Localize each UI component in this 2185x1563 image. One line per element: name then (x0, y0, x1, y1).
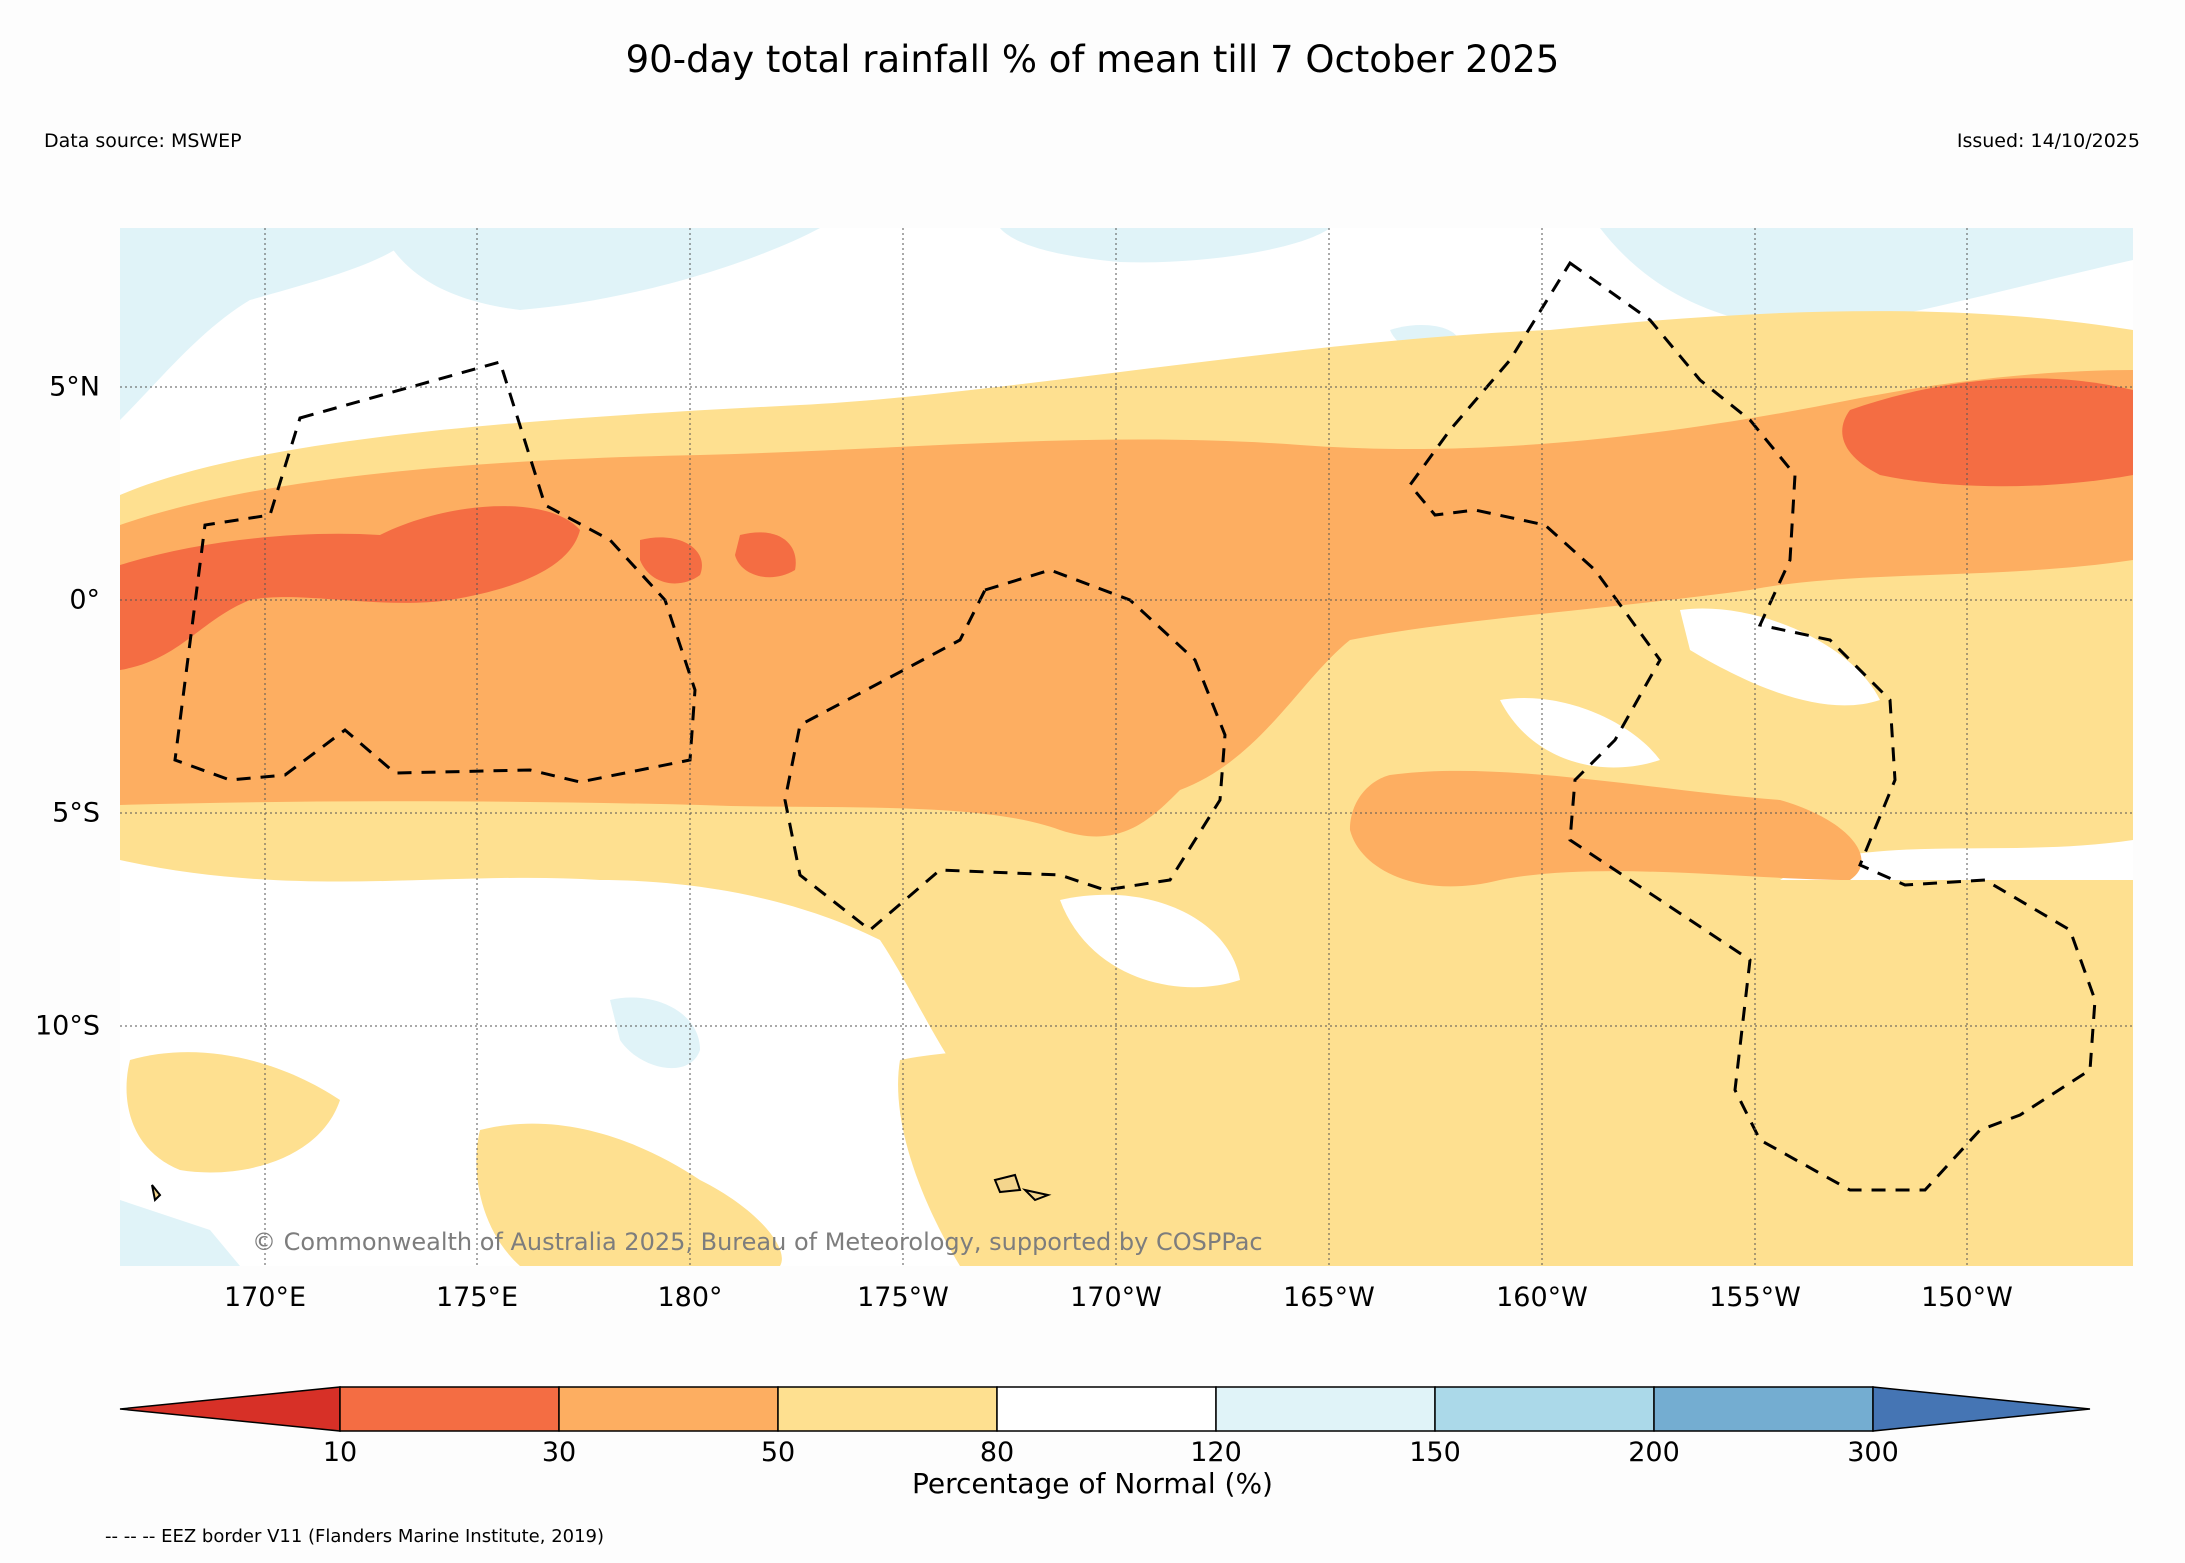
eez-borders (173, 260, 2097, 1192)
lat-label-5n: 5°N (49, 371, 100, 403)
colorbar-120-150 (1215, 1386, 1436, 1432)
lon-label-175w: 175°W (857, 1282, 949, 1313)
lon-label-160w: 160°W (1496, 1282, 1588, 1313)
data-source: Data source: MSWEP (44, 130, 242, 152)
lon-label-165w: 165°W (1283, 1282, 1375, 1313)
lat-label-5s: 5°S (52, 797, 100, 829)
map-field (120, 228, 2133, 1266)
eez-legend-note: -- -- -- EEZ border V11 (Flanders Marine… (105, 1526, 605, 1547)
colorbar-30-50 (558, 1386, 779, 1432)
issued-date: Issued: 14/10/2025 (1956, 130, 2140, 152)
colorbar-tick: 80 (979, 1437, 1015, 1468)
colorbar-tick: 150 (1409, 1437, 1461, 1468)
wet-area-north (120, 228, 420, 420)
copyright-notice: © Commonwealth of Australia 2025, Bureau… (252, 1228, 1263, 1256)
colorbar-50-80 (777, 1386, 998, 1432)
colorbar (119, 1386, 2091, 1432)
lon-label-170e: 170°E (223, 1282, 307, 1313)
lon-label-150w: 150°W (1921, 1282, 2013, 1313)
dry-band-orange (120, 370, 2133, 837)
colorbar-tick: 10 (322, 1437, 358, 1468)
colorbar-150-200 (1434, 1386, 1655, 1432)
colorbar-high-arrow (1872, 1386, 2091, 1432)
lat-label-0: 0° (69, 584, 100, 616)
lon-label-180: 180° (657, 1282, 723, 1313)
map-title: 90-day total rainfall % of mean till 7 O… (625, 38, 1560, 81)
colorbar-low-arrow (119, 1386, 341, 1432)
colorbar-tick: 300 (1847, 1437, 1899, 1468)
very-dry-west (120, 506, 580, 670)
colorbar-tick: 120 (1190, 1437, 1242, 1468)
colorbar-tick: 30 (541, 1437, 577, 1468)
colorbar-tick: 200 (1628, 1437, 1680, 1468)
very-dry-east (1842, 378, 2133, 487)
colorbar-200-300 (1653, 1386, 1874, 1432)
lon-label-155w: 155°W (1709, 1282, 1801, 1313)
colorbar-80-120 (996, 1386, 1217, 1432)
colorbar-tick: 50 (760, 1437, 796, 1468)
colorbar-label: Percentage of Normal (%) (912, 1467, 1273, 1500)
islands (151, 1173, 1052, 1203)
colorbar-10-30 (339, 1386, 560, 1432)
lon-label-170w: 170°W (1070, 1282, 1162, 1313)
lon-label-175e: 175°E (435, 1282, 519, 1313)
graticule (120, 228, 2133, 1266)
lat-label-10s: 10°S (35, 1010, 100, 1042)
